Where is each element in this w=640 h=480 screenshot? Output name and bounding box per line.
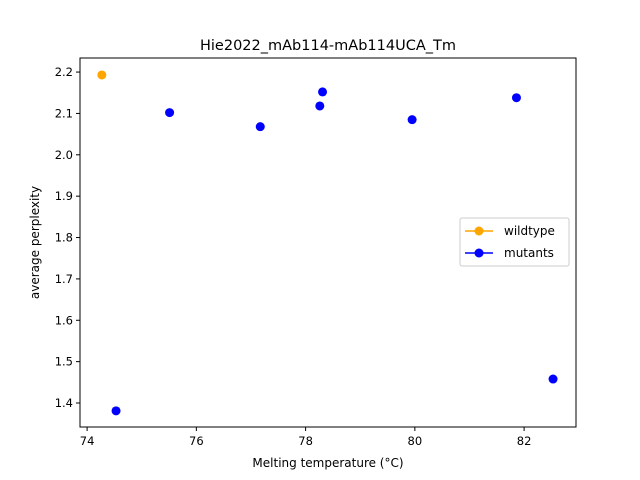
x-tick-label: 78 — [298, 434, 313, 448]
y-tick-label: 2.0 — [55, 148, 73, 162]
data-point-mutants — [255, 122, 265, 132]
data-point-mutants — [111, 406, 121, 416]
x-axis-label: Melting temperature (°C) — [252, 456, 403, 470]
data-points — [97, 70, 558, 416]
legend-marker-wildtype — [474, 226, 484, 236]
legend-label-wildtype: wildtype — [504, 224, 555, 238]
data-point-mutants — [407, 115, 417, 125]
x-tick-label: 82 — [517, 434, 532, 448]
data-point-mutants — [511, 93, 521, 103]
data-point-wildtype — [97, 70, 107, 80]
y-tick-label: 2.2 — [55, 65, 73, 79]
x-tick-label: 74 — [80, 434, 95, 448]
legend-box — [459, 217, 570, 267]
plot-frame — [79, 57, 577, 428]
y-tick-label: 1.6 — [55, 313, 73, 327]
legend-label-mutants: mutants — [504, 246, 554, 260]
data-point-mutants — [315, 101, 325, 111]
legend: wildtype mutants — [459, 217, 570, 267]
y-tick-label: 1.9 — [55, 189, 73, 203]
chart-title: Hie2022_mAb114-mAb114UCA_Tm — [200, 38, 456, 54]
data-point-mutants — [548, 374, 558, 384]
y-tick-label: 1.5 — [55, 355, 73, 369]
y-axis-ticks: 1.4 1.5 1.6 1.7 1.8 1.9 2.0 2.1 2.2 — [55, 65, 80, 410]
x-tick-label: 76 — [189, 434, 204, 448]
y-tick-label: 2.1 — [55, 106, 73, 120]
y-axis-label: average perplexity — [28, 186, 42, 299]
y-tick-label: 1.7 — [55, 272, 73, 286]
y-tick-label: 1.8 — [55, 231, 73, 245]
x-axis-ticks: 74 76 78 80 82 — [80, 427, 532, 448]
data-point-mutants — [165, 108, 175, 118]
y-tick-label: 1.4 — [55, 396, 73, 410]
x-tick-label: 80 — [408, 434, 423, 448]
legend-marker-mutants — [474, 248, 484, 258]
data-point-mutants — [318, 87, 328, 97]
